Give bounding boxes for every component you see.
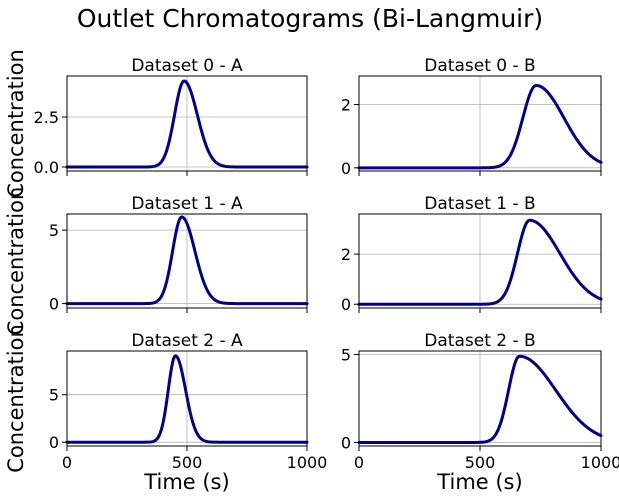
x-tick-label: 0 [354, 453, 364, 472]
y-axis-label: Concentration [4, 187, 28, 336]
subplot-title: Dataset 2 - B [424, 331, 535, 351]
y-tick-label: 0 [341, 433, 351, 452]
y-axis-label: Concentration [4, 49, 28, 198]
figure-title: Outlet Chromatograms (Bi-Langmuir) [77, 4, 543, 33]
subplot-title: Dataset 1 - B [424, 194, 535, 214]
y-tick-label: 0 [341, 159, 351, 178]
series-line [357, 354, 603, 444]
x-axis-label: Time (s) [143, 470, 229, 494]
subplot-title: Dataset 1 - A [131, 194, 243, 214]
y-tick-label: 2 [341, 96, 351, 115]
y-tick-label: 0.0 [34, 158, 59, 177]
y-tick-label: 2 [341, 245, 351, 264]
subplot-title: Dataset 0 - A [131, 56, 243, 76]
series-line [357, 218, 603, 306]
x-tick-label: 500 [465, 453, 496, 472]
series-line [357, 84, 603, 170]
y-tick-label: 5 [341, 346, 351, 365]
series-line [65, 215, 309, 306]
x-axis-label: Time (s) [436, 470, 522, 494]
y-tick-label: 2.5 [34, 108, 59, 127]
y-tick-label: 0 [49, 433, 59, 452]
x-tick-label: 1000 [287, 453, 328, 472]
x-tick-label: 1000 [581, 453, 619, 472]
subplot-3: 0 2 Dataset 1 - B [341, 194, 603, 314]
subplot-5: 0 500 1000 0 5 Dataset 2 - B Time (s) [341, 331, 619, 494]
subplot-4: 0 500 1000 0 5 Dataset 2 - A Concentration Time… [4, 324, 327, 494]
subplot-2: 0 5 Dataset 1 - A Concentration [4, 187, 309, 336]
y-tick-label: 5 [49, 221, 59, 240]
subplot-1: 0 2 Dataset 0 - B [341, 56, 603, 178]
y-axis-label: Concentration [4, 324, 28, 473]
x-tick-label: 0 [62, 453, 72, 472]
y-tick-label: 0 [341, 295, 351, 314]
series-line [65, 79, 309, 169]
y-tick-label: 0 [49, 295, 59, 314]
subplot-title: Dataset 2 - A [131, 331, 243, 351]
series-line [65, 354, 309, 444]
x-tick-label: 500 [172, 453, 203, 472]
subplot-title: Dataset 0 - B [424, 56, 535, 76]
subplot-grid: 0.0 2.5 Dataset 0 - A Concentration 0 2 Datase… [4, 49, 619, 494]
subplot-0: 0.0 2.5 Dataset 0 - A Concentration [4, 49, 309, 198]
y-tick-label: 5 [49, 386, 59, 405]
